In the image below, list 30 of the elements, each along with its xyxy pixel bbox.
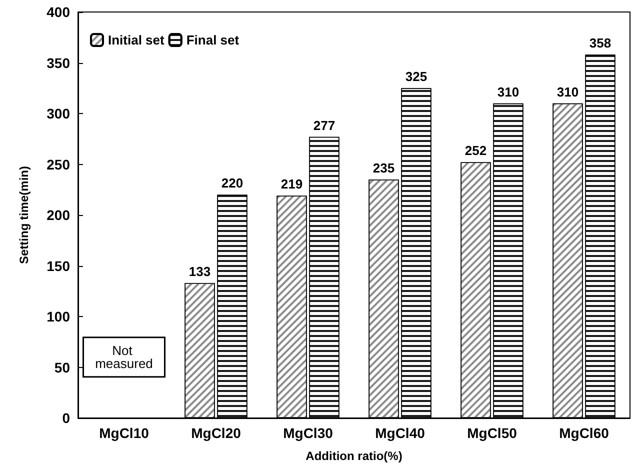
annotation: Not measured (95, 343, 153, 372)
x-tick-label: MgCl20 (191, 425, 242, 441)
y-axis-title: Setting time(min) (17, 166, 31, 264)
data-label: 277 (313, 118, 336, 133)
x-tick-label: MgCl30 (283, 425, 334, 441)
data-label: 235 (372, 160, 395, 176)
data-label: 219 (280, 176, 303, 192)
x-tick-label: MgCl10 (99, 425, 150, 441)
data-label: 325 (405, 69, 428, 84)
data-label: 220 (221, 176, 244, 191)
legend-label: Final set (186, 32, 240, 48)
legend-label: Initial set (108, 32, 166, 48)
data-label: 310 (497, 84, 520, 100)
x-axis-title: Addition ratio(%) (306, 449, 402, 463)
y-tick-label: 150 (46, 258, 70, 274)
data-label: 133 (188, 264, 211, 280)
data-label: 252 (464, 143, 487, 158)
y-tick-label: 100 (46, 308, 70, 324)
y-tick-label: 250 (46, 156, 70, 172)
y-tick-label: 350 (46, 54, 70, 71)
x-tick-label: MgCl60 (559, 425, 610, 441)
data-label: 358 (589, 36, 612, 51)
data-label: 310 (556, 84, 579, 100)
y-tick-label: 200 (46, 207, 70, 223)
x-tick-label: MgCl50 (467, 425, 518, 441)
y-tick-label: 0 (62, 410, 70, 426)
y-tick-label: 400 (46, 4, 70, 20)
y-tick-label: 300 (46, 106, 70, 122)
x-tick-label: MgCl40 (375, 425, 426, 441)
y-tick-label: 50 (54, 359, 70, 376)
